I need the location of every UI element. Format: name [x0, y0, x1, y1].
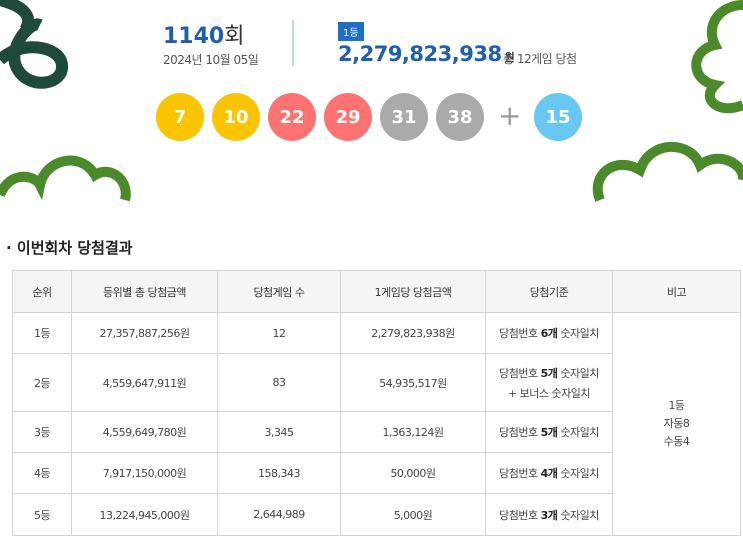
criterion: 당첨번호 4개 숫자일치 [485, 452, 613, 494]
criterion: 당첨번호 6개 숫자일치 [485, 312, 613, 354]
decoration-cloud [592, 141, 743, 202]
total-amount: 27,357,887,256원 [71, 312, 218, 354]
criterion-suffix: 숫자일치 [557, 426, 599, 439]
criterion-line: 당첨번호 6개 숫자일치 [486, 325, 612, 341]
criterion-line: 당첨번호 5개 숫자일치 [486, 365, 612, 381]
game-count: 2,644,989 [217, 493, 341, 536]
criterion-line: 당첨번호 3개 숫자일치 [486, 507, 612, 523]
amount-unit: 원 [504, 51, 515, 64]
criterion-count: 5개 [540, 426, 558, 439]
criterion-line: 당첨번호 4개 숫자일치 [486, 465, 612, 481]
rank: 3등 [12, 411, 72, 453]
ball: 29 [324, 93, 372, 141]
criterion-suffix: 숫자일치 [557, 327, 599, 340]
column-header: 당첨기준 [485, 270, 613, 313]
first-prize-amount: 2,279,823,938 [338, 42, 502, 66]
per-game-amount: 54,935,517원 [340, 353, 486, 412]
criterion-prefix: 당첨번호 [499, 508, 541, 522]
winner-note: 총 12게임 당첨 [503, 52, 577, 66]
criterion-prefix: 당첨번호 [499, 467, 541, 480]
criterion-suffix: 숫자일치 [557, 508, 599, 522]
column-header: 순위 [12, 270, 72, 313]
game-count: 83 [217, 353, 341, 412]
ball: 22 [268, 93, 316, 141]
per-game-amount: 5,000원 [340, 493, 486, 536]
ball: 38 [436, 93, 484, 141]
ball: 7 [156, 93, 204, 141]
game-count: 12 [217, 312, 341, 354]
round-number: 1140 [163, 24, 225, 49]
criterion-count: 6개 [540, 327, 558, 340]
round-suffix: 회 [224, 24, 245, 49]
decoration-leaf [691, 0, 743, 114]
column-header: 비고 [612, 270, 741, 313]
criterion: 당첨번호 5개 숫자일치 + 보너스 숫자일치 [485, 353, 613, 412]
note-line: 1등 [668, 399, 685, 412]
decoration-swirl [0, 0, 35, 34]
total-amount: 13,224,945,000원 [71, 493, 218, 536]
column-header: 당첨게임 수 [217, 270, 341, 313]
criterion-count: 4개 [540, 467, 558, 480]
rank: 4등 [12, 452, 72, 494]
note-line: 수동4 [663, 435, 690, 448]
per-game-amount: 2,279,823,938원 [340, 312, 486, 354]
table-row: 3등 4,559,649,780원 3,345 1,363,124원 당첨번호 5개 숫… [12, 411, 741, 453]
column-header: 1게임당 당첨금액 [340, 270, 486, 313]
section-title: 이번회차 당첨결과 [16, 239, 133, 257]
table-row: 4등 7,917,150,000원 158,343 50,000원 당첨번호 4개 숫자… [12, 452, 741, 494]
prize-badge: 1등 [338, 22, 364, 41]
first-prize: 2,279,823,938 원 [338, 42, 515, 66]
per-game-amount: 50,000원 [340, 452, 486, 494]
table-row: 1등 27,357,887,256원 12 2,279,823,938원 당첨번호 6개… [12, 312, 741, 536]
bonus-ball: 15 [534, 93, 582, 141]
rank: 2등 [12, 353, 72, 412]
criterion-prefix: 당첨번호 [499, 426, 541, 439]
criterion-extra: + 보너스 숫자일치 [507, 386, 591, 400]
section-heading: · 이번회차 당첨결과 [6, 239, 133, 257]
table-body: 1등 27,357,887,256원 12 2,279,823,938원 당첨번호 6개… [12, 312, 741, 536]
draw-date: 2024년 10월 05일 [163, 53, 259, 67]
ball: 31 [380, 93, 428, 141]
criterion: 당첨번호 5개 숫자일치 [485, 411, 613, 453]
decoration-cloud [0, 155, 131, 202]
column-header: 등위별 총 당첨금액 [71, 270, 218, 313]
decoration [0, 0, 743, 202]
results-table: 순위 등위별 총 당첨금액 당첨게임 수 1게임당 당첨금액 당첨기준 비고 1등 27,3… [12, 270, 741, 536]
rank: 1등 [12, 312, 72, 354]
game-count: 158,343 [217, 452, 341, 494]
note-line: 자동8 [663, 417, 690, 430]
criterion-count: 5개 [540, 366, 558, 380]
total-amount: 4,559,647,911원 [71, 353, 218, 412]
decoration-swirl [0, 18, 68, 89]
plus-sign: + [498, 99, 522, 132]
criterion-count: 3개 [540, 508, 558, 522]
header-row: 순위 등위별 총 당첨금액 당첨게임 수 1게임당 당첨금액 당첨기준 비고 [12, 270, 741, 313]
criterion-prefix: 당첨번호 [499, 327, 541, 340]
total-amount: 4,559,649,780원 [71, 411, 218, 453]
rank: 5등 [12, 493, 72, 536]
round: 1140회 [163, 18, 244, 50]
criterion: 당첨번호 3개 숫자일치 [485, 493, 613, 536]
total-amount: 7,917,150,000원 [71, 452, 218, 494]
criterion-suffix: 숫자일치 [557, 467, 599, 480]
criterion-prefix: 당첨번호 [499, 366, 541, 380]
criterion-suffix: 숫자일치 [557, 366, 599, 380]
table-row: 5등 13,224,945,000원 2,644,989 5,000원 당첨번호 3개 … [12, 493, 741, 536]
ball: 10 [212, 93, 260, 141]
per-game-amount: 1,363,124원 [340, 411, 486, 453]
table-row: 2등 4,559,647,911원 83 54,935,517원 당첨번호 5개 숫자일… [12, 353, 741, 412]
criterion-line: 당첨번호 5개 숫자일치 [486, 424, 612, 440]
game-count: 3,345 [217, 411, 341, 453]
